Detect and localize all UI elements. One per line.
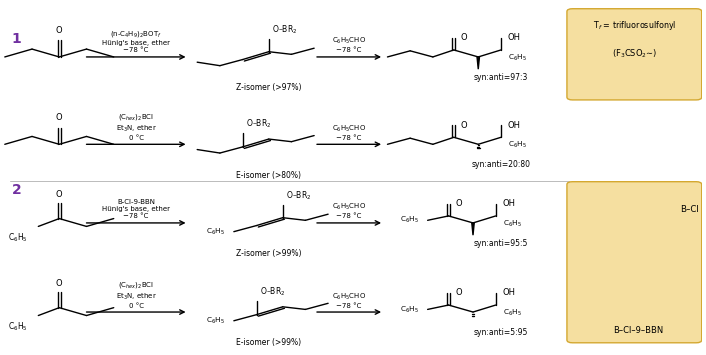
Text: E-isomer (>99%): E-isomer (>99%) [237, 338, 301, 347]
Text: O–BR$_2$: O–BR$_2$ [273, 24, 297, 37]
Polygon shape [477, 57, 479, 69]
Text: C$_6$H$_5$: C$_6$H$_5$ [206, 226, 225, 237]
Text: C$_6$H$_5$CHO
−78 °C: C$_6$H$_5$CHO −78 °C [332, 124, 366, 141]
Text: O–BR$_2$: O–BR$_2$ [260, 285, 285, 297]
Text: C$_6$H$_5$: C$_6$H$_5$ [8, 321, 28, 333]
Text: C$_6$H$_5$: C$_6$H$_5$ [503, 308, 522, 318]
Text: OH: OH [503, 199, 515, 208]
Text: E-isomer (>80%): E-isomer (>80%) [237, 170, 301, 180]
Text: O: O [455, 199, 462, 208]
Text: 1: 1 [12, 32, 21, 47]
Text: (n-C$_4$H$_9$)$_2$BOT$_f$
Hünig's base, ether
−78 °C: (n-C$_4$H$_9$)$_2$BOT$_f$ Hünig's base, … [102, 29, 170, 54]
Text: C$_6$H$_5$: C$_6$H$_5$ [508, 53, 527, 63]
Text: O: O [461, 121, 467, 130]
Text: OH: OH [508, 33, 521, 42]
Text: O: O [56, 26, 63, 35]
Text: C$_6$H$_5$: C$_6$H$_5$ [8, 232, 28, 244]
Text: O–BR$_2$: O–BR$_2$ [286, 190, 311, 202]
Polygon shape [472, 223, 474, 235]
Text: C$_6$H$_5$CHO
−78 °C: C$_6$H$_5$CHO −78 °C [332, 36, 366, 54]
Text: C$_6$H$_5$CHO
−78 °C: C$_6$H$_5$CHO −78 °C [332, 202, 366, 219]
Text: syn:anti=5:95: syn:anti=5:95 [474, 328, 528, 337]
Text: syn:anti=20:80: syn:anti=20:80 [472, 160, 530, 169]
Text: syn:anti=95:5: syn:anti=95:5 [474, 239, 528, 248]
Text: (F$_3$CSO$_2$∼): (F$_3$CSO$_2$∼) [611, 47, 657, 60]
Text: B-Cl-9-BBN
Hünig's base, ether
−78 °C: B-Cl-9-BBN Hünig's base, ether −78 °C [102, 200, 170, 219]
Text: C$_6$H$_5$: C$_6$H$_5$ [508, 140, 527, 150]
Text: O: O [461, 33, 467, 42]
Text: O: O [455, 288, 462, 297]
Text: C$_6$H$_5$: C$_6$H$_5$ [400, 304, 419, 315]
Text: OH: OH [503, 288, 515, 297]
Text: B–Cl–9–BBN: B–Cl–9–BBN [613, 326, 663, 335]
Text: O–BR$_2$: O–BR$_2$ [246, 118, 271, 130]
Text: OH: OH [508, 121, 521, 130]
Text: Z-isomer (>99%): Z-isomer (>99%) [236, 249, 301, 258]
Text: C$_6$H$_5$: C$_6$H$_5$ [503, 219, 522, 229]
Text: O: O [56, 279, 63, 288]
Text: O: O [56, 190, 63, 199]
Text: T$_f$ = trifluorosulfonyl: T$_f$ = trifluorosulfonyl [592, 19, 676, 32]
FancyBboxPatch shape [567, 9, 702, 100]
Text: 2: 2 [12, 183, 21, 197]
Text: C$_6$H$_5$CHO
−78 °C: C$_6$H$_5$CHO −78 °C [332, 291, 366, 308]
Text: (C$_{hex}$)$_2$BCl
Et$_3$N, ether
0 °C: (C$_{hex}$)$_2$BCl Et$_3$N, ether 0 °C [116, 112, 157, 141]
Text: C$_6$H$_5$: C$_6$H$_5$ [400, 215, 419, 225]
Text: syn:anti=97:3: syn:anti=97:3 [474, 73, 528, 82]
Text: B–Cl: B–Cl [680, 205, 698, 214]
Text: (C$_{hex}$)$_2$BCl
Et$_3$N, ether
0 °C: (C$_{hex}$)$_2$BCl Et$_3$N, ether 0 °C [116, 280, 157, 308]
Text: C$_6$H$_5$: C$_6$H$_5$ [206, 316, 225, 326]
Text: O: O [56, 113, 63, 122]
Text: Z-isomer (>97%): Z-isomer (>97%) [236, 83, 301, 92]
FancyBboxPatch shape [567, 182, 702, 343]
